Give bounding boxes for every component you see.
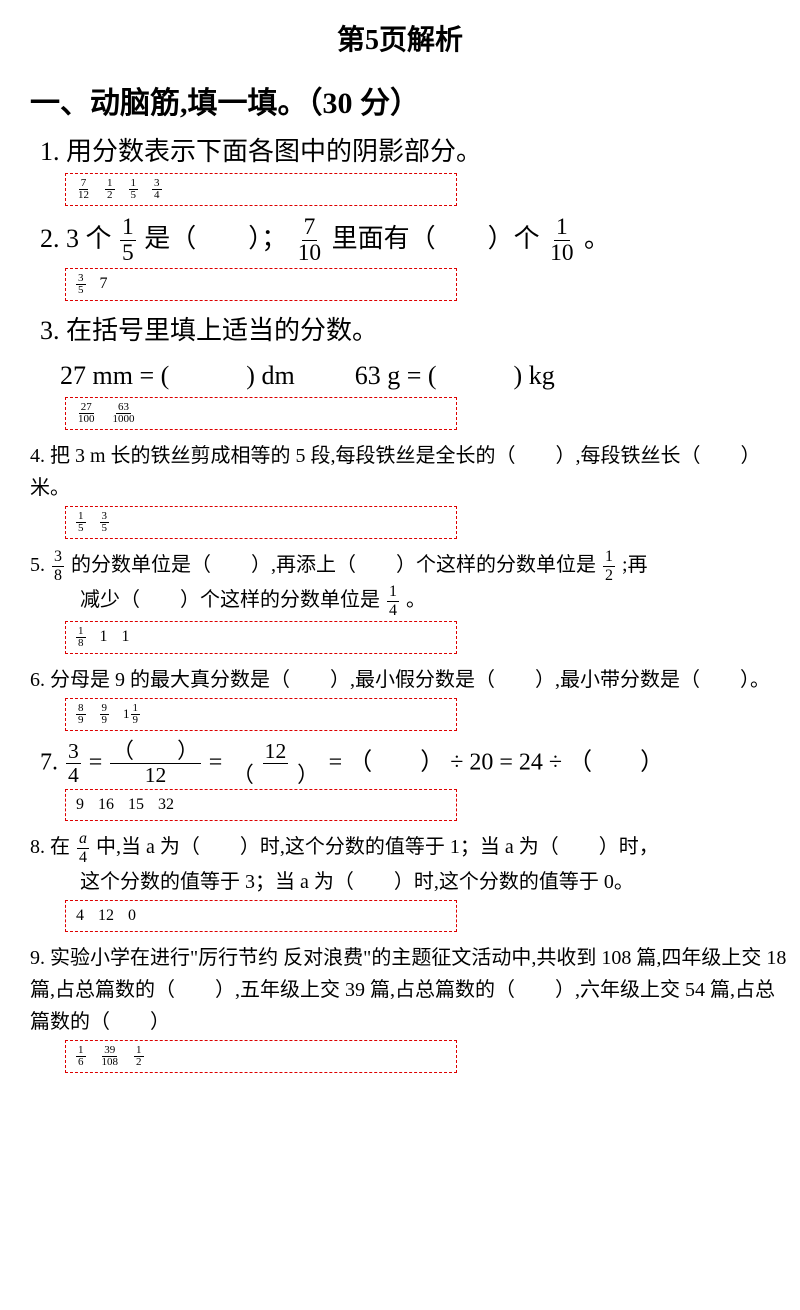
answer-5: 18 1 1 (65, 621, 457, 654)
question-6: 6. 分母是 9 的最大真分数是（ ）,最小假分数是（ ）,最小带分数是（ ）。 (30, 664, 790, 696)
ans1-frac2: 12 (105, 178, 115, 201)
section-title: 一、动脑筋,填一填。（30 分） (30, 78, 790, 122)
q5-textd: 。 (406, 589, 426, 611)
q5-texta: 的分数单位是（ ）,再添上（ ）个这样的分数单位是 (71, 554, 596, 576)
answer-1: 712 12 15 34 (65, 173, 457, 206)
q9-num: 9. (30, 947, 45, 969)
q3-eq2a: 63 g = ( (355, 361, 437, 390)
question-1: 1. 用分数表示下面各图中的阴影部分。 (40, 132, 790, 171)
ans7-3: 15 (128, 796, 144, 814)
answer-8: 4 12 0 (65, 900, 457, 932)
ans4-frac2: 35 (100, 511, 110, 534)
q2-text2: 是（ ）； (144, 224, 287, 253)
ans4-frac1: 15 (76, 511, 86, 534)
q8-num: 8. (30, 836, 45, 858)
q7-eq1: = (89, 749, 109, 775)
q5-fraca: 38 (52, 549, 64, 584)
q8-textc: 这个分数的值等于 3；当 a 为（ ）时,这个分数的值等于 0。 (80, 871, 634, 893)
ans9-frac3: 12 (134, 1045, 144, 1068)
ans1-frac4: 34 (152, 178, 162, 201)
ans9-frac1: 16 (76, 1045, 86, 1068)
q9-text: 实验小学在进行"厉行节约 反对浪费"的主题征文活动中,共收到 108 篇,四年级… (30, 947, 786, 1033)
answer-9: 16 39108 12 (65, 1040, 457, 1073)
question-8: 8. 在 a4 中,当 a 为（ ）时,这个分数的值等于 1；当 a 为（ ）时… (30, 831, 790, 898)
answer-3: 27100 631000 (65, 397, 457, 430)
ans6-frac2: 99 (100, 703, 110, 726)
page-title: 第5页解析 (10, 18, 790, 58)
ans1-frac3: 15 (129, 178, 139, 201)
ans5-frac: 18 (76, 626, 86, 649)
q7-fracm2: 12（ ） (230, 741, 320, 787)
ans7-1: 9 (76, 796, 84, 814)
question-2: 2. 3 个 15 是（ ）； 710 里面有（ ）个 110 。 (40, 216, 790, 266)
q8-texta: 在 (50, 836, 70, 858)
q3-eq1a: 27 mm = ( (60, 361, 169, 390)
answer-7: 9 16 15 32 (65, 789, 457, 821)
answer-4: 15 35 (65, 506, 457, 539)
ans8-3: 0 (128, 907, 136, 925)
q7-eq3: = （ ） ÷ 20 = 24 ÷ （ ） (329, 749, 664, 775)
q8-textb: 中,当 a 为（ ）时,这个分数的值等于 1；当 a 为（ ）时， (96, 836, 659, 858)
q2-text1: 3 个 (66, 224, 112, 253)
q4-text: 把 3 m 长的铁丝剪成相等的 5 段,每段铁丝是全长的（ ）,每段铁丝长（ ）… (30, 445, 761, 499)
ans2-frac: 35 (76, 273, 86, 296)
ans7-2: 16 (98, 796, 114, 814)
q6-num: 6. (30, 669, 45, 691)
question-3: 3. 在括号里填上适当的分数。 (40, 311, 790, 350)
q2-text4: 。 (584, 224, 610, 253)
q7-fracl: 34 (66, 741, 81, 787)
q3-eq1b: ) dm (246, 361, 294, 390)
q7-fracm1: （ ）12 (110, 741, 200, 787)
ans3-frac2: 631000 (111, 402, 137, 425)
q5-textb: ;再 (622, 554, 648, 576)
q2-frac3: 110 (548, 216, 575, 266)
q5-textc: 减少（ ）个这样的分数单位是 (80, 589, 380, 611)
ans6-frac1: 89 (76, 703, 86, 726)
q2-text3: 里面有（ ）个 (332, 224, 540, 253)
ans8-2: 12 (98, 907, 114, 925)
q8-frac: a4 (77, 831, 89, 866)
answer-2: 35 7 (65, 268, 457, 301)
q2-frac1: 15 (120, 216, 136, 266)
q3-text: 在括号里填上适当的分数。 (66, 316, 378, 345)
q3-num: 3. (40, 316, 60, 345)
ans1-frac1: 712 (76, 178, 91, 201)
q2-frac2: 710 (296, 216, 323, 266)
answer-6: 89 99 1 19 (65, 698, 457, 731)
ans5-int1: 1 (100, 628, 108, 646)
q5-fracb: 12 (603, 549, 615, 584)
q2-num: 2. (40, 224, 60, 253)
ans3-frac1: 27100 (76, 402, 97, 425)
ans6-mixed: 1 19 (123, 703, 140, 726)
ans8-1: 4 (76, 907, 84, 925)
q4-num: 4. (30, 445, 45, 467)
question-4: 4. 把 3 m 长的铁丝剪成相等的 5 段,每段铁丝是全长的（ ）,每段铁丝长… (30, 440, 790, 504)
q3-eq2b: ) kg (514, 361, 555, 390)
question-7: 7. 34 = （ ）12 = 12（ ） = （ ） ÷ 20 = 24 ÷ … (40, 741, 790, 787)
q7-eq2: = (209, 749, 229, 775)
q7-num: 7. (40, 749, 58, 775)
q1-text: 用分数表示下面各图中的阴影部分。 (66, 137, 482, 166)
question-5: 5. 38 的分数单位是（ ）,再添上（ ）个这样的分数单位是 12 ;再 减少… (30, 549, 790, 619)
q5-fracc: 14 (387, 584, 399, 619)
ans5-int2: 1 (122, 628, 130, 646)
ans7-4: 32 (158, 796, 174, 814)
question-3-eq: 27 mm = ( ) dm 63 g = ( ) kg (60, 356, 790, 395)
ans2-int: 7 (100, 275, 108, 293)
question-9: 9. 实验小学在进行"厉行节约 反对浪费"的主题征文活动中,共收到 108 篇,… (30, 942, 790, 1038)
q6-text: 分母是 9 的最大真分数是（ ）,最小假分数是（ ）,最小带分数是（ ）。 (50, 669, 770, 691)
q5-num: 5. (30, 554, 45, 576)
q1-num: 1. (40, 137, 60, 166)
ans9-frac2: 39108 (100, 1045, 121, 1068)
